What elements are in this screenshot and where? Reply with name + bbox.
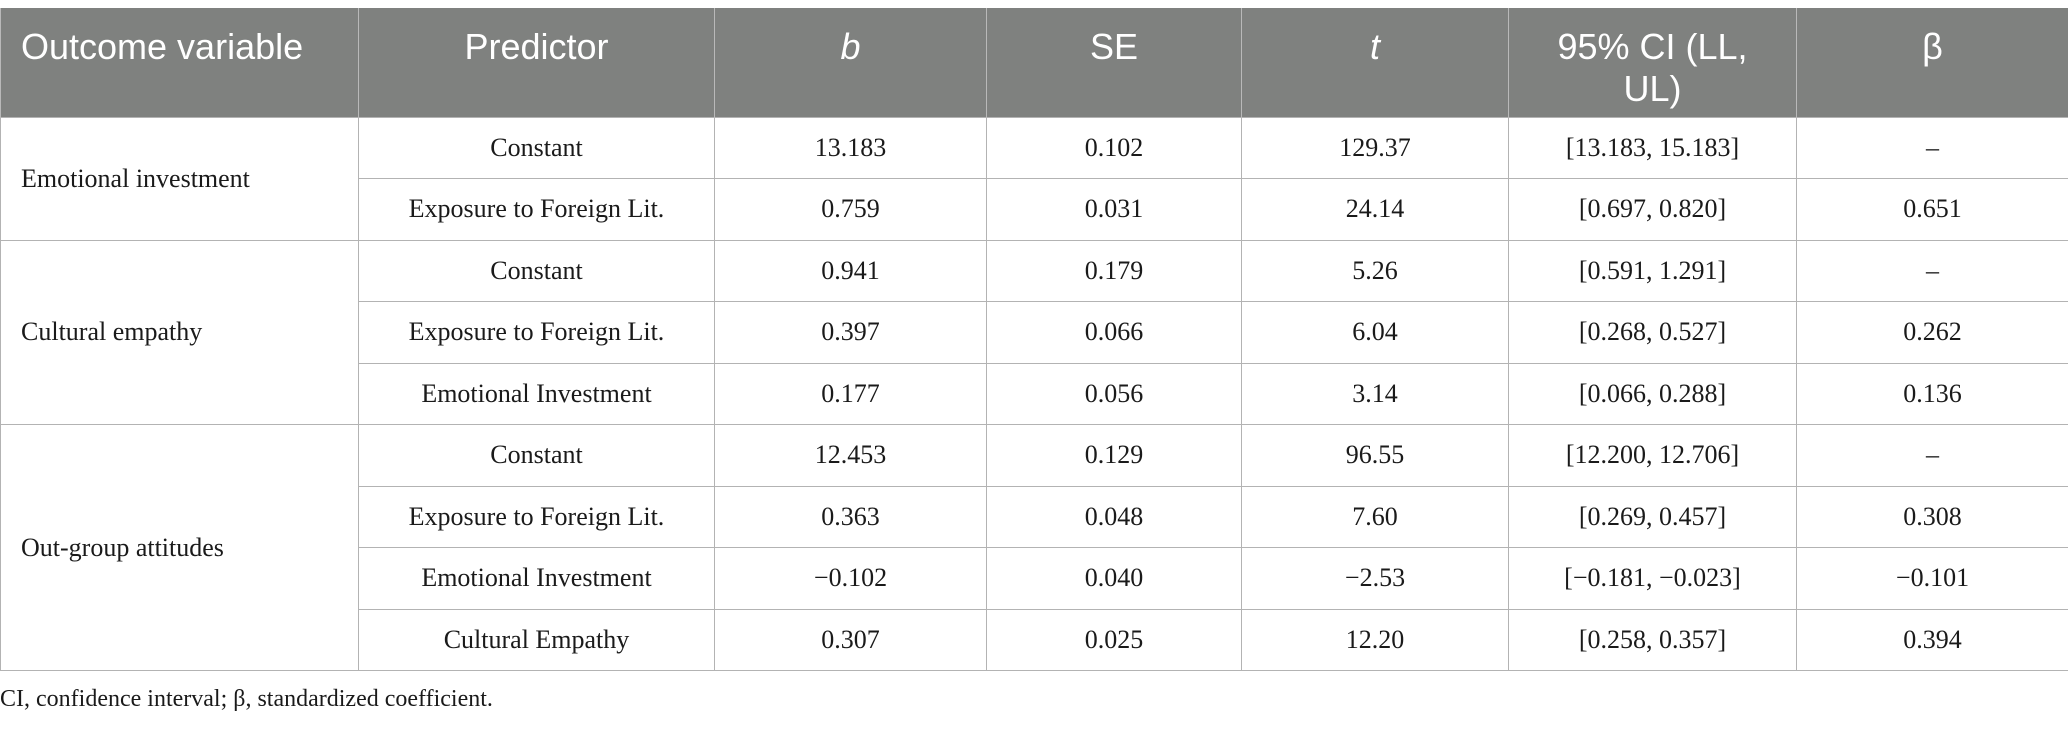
b-cell: 13.183 [714, 116, 987, 179]
header-row: Outcome variable Predictor b SE t 95% CI… [0, 8, 2068, 117]
t-cell: 3.14 [1241, 362, 1509, 425]
predictor-cell: Exposure to Foreign Lit. [358, 301, 715, 364]
t-cell: 5.26 [1241, 239, 1509, 302]
ci-cell: [0.269, 0.457] [1508, 485, 1797, 548]
table-row: Out-group attitudes Constant 12.453 0.12… [0, 424, 2068, 671]
header-b: b [714, 8, 987, 117]
t-cell: 6.04 [1241, 301, 1509, 364]
regression-table: Outcome variable Predictor b SE t 95% CI… [0, 8, 2068, 671]
table-footnote: CI, confidence interval; β, standardized… [0, 686, 493, 712]
table-body: Emotional investment Constant 13.183 0.1… [0, 116, 2068, 671]
t-cell: 12.20 [1241, 608, 1509, 671]
table-row: Cultural empathy Constant 0.941 0.179 5.… [0, 239, 2068, 425]
beta-cell: – [1796, 424, 2068, 487]
se-cell: 0.048 [986, 485, 1242, 548]
table-header: Outcome variable Predictor b SE t 95% CI… [0, 8, 2068, 117]
outcome-cell: Out-group attitudes [0, 424, 359, 671]
predictor-cell: Constant [358, 424, 715, 487]
ci-cell: [0.697, 0.820] [1508, 178, 1797, 241]
t-cell: −2.53 [1241, 547, 1509, 610]
beta-cell: 0.262 [1796, 301, 2068, 364]
table-row: Cultural Empathy 0.307 0.025 12.20 [0.25… [1, 608, 2068, 671]
predictor-cell: Constant [358, 239, 715, 302]
se-cell: 0.025 [986, 608, 1242, 671]
table-row: Emotional Investment −0.102 0.040 −2.53 … [1, 547, 2068, 610]
t-cell: 24.14 [1241, 178, 1509, 241]
outcome-cell: Emotional investment [0, 116, 359, 241]
t-cell: 96.55 [1241, 424, 1509, 487]
predictor-cell: Emotional Investment [358, 362, 715, 425]
header-t-label: t [1369, 26, 1380, 67]
t-cell: 7.60 [1241, 485, 1509, 548]
b-cell: 0.759 [714, 178, 987, 241]
header-t: t [1241, 8, 1509, 117]
se-cell: 0.102 [986, 116, 1242, 179]
regression-table-container: Outcome variable Predictor b SE t 95% CI… [0, 8, 2068, 671]
se-cell: 0.056 [986, 362, 1242, 425]
table-row: Emotional Investment 0.177 0.056 3.14 [0… [1, 362, 2068, 425]
beta-cell: 0.394 [1796, 608, 2068, 671]
ci-cell: [12.200, 12.706] [1508, 424, 1797, 487]
t-cell: 129.37 [1241, 116, 1509, 179]
ci-cell: [−0.181, −0.023] [1508, 547, 1797, 610]
beta-cell: 0.136 [1796, 362, 2068, 425]
beta-cell: – [1796, 239, 2068, 302]
beta-cell: 0.308 [1796, 485, 2068, 548]
se-cell: 0.129 [986, 424, 1242, 487]
ci-cell: [0.066, 0.288] [1508, 362, 1797, 425]
b-cell: 12.453 [714, 424, 987, 487]
ci-cell: [0.591, 1.291] [1508, 239, 1797, 302]
ci-cell: [0.268, 0.527] [1508, 301, 1797, 364]
b-cell: 0.941 [714, 239, 987, 302]
b-cell: 0.177 [714, 362, 987, 425]
header-b-label: b [840, 26, 861, 67]
header-predictor: Predictor [358, 8, 715, 117]
predictor-cell: Emotional Investment [358, 547, 715, 610]
b-cell: −0.102 [714, 547, 987, 610]
header-se: SE [986, 8, 1242, 117]
beta-cell: – [1796, 116, 2068, 179]
predictor-cell: Exposure to Foreign Lit. [358, 178, 715, 241]
outcome-cell: Cultural empathy [0, 239, 359, 425]
predictor-cell: Cultural Empathy [358, 608, 715, 671]
header-ci: 95% CI (LL, UL) [1508, 8, 1797, 117]
b-cell: 0.307 [714, 608, 987, 671]
table-row: Emotional investment Constant 13.183 0.1… [0, 116, 2068, 241]
predictor-cell: Constant [358, 116, 715, 179]
beta-cell: 0.651 [1796, 178, 2068, 241]
table-row: Exposure to Foreign Lit. 0.363 0.048 7.6… [1, 485, 2068, 548]
ci-cell: [0.258, 0.357] [1508, 608, 1797, 671]
header-outcome-variable: Outcome variable [0, 8, 359, 117]
b-cell: 0.397 [714, 301, 987, 364]
se-cell: 0.179 [986, 239, 1242, 302]
se-cell: 0.031 [986, 178, 1242, 241]
se-cell: 0.040 [986, 547, 1242, 610]
table-row: Exposure to Foreign Lit. 0.397 0.066 6.0… [1, 301, 2068, 364]
se-cell: 0.066 [986, 301, 1242, 364]
ci-cell: [13.183, 15.183] [1508, 116, 1797, 179]
beta-cell: −0.101 [1796, 547, 2068, 610]
b-cell: 0.363 [714, 485, 987, 548]
predictor-cell: Exposure to Foreign Lit. [358, 485, 715, 548]
header-beta: β [1796, 8, 2068, 117]
